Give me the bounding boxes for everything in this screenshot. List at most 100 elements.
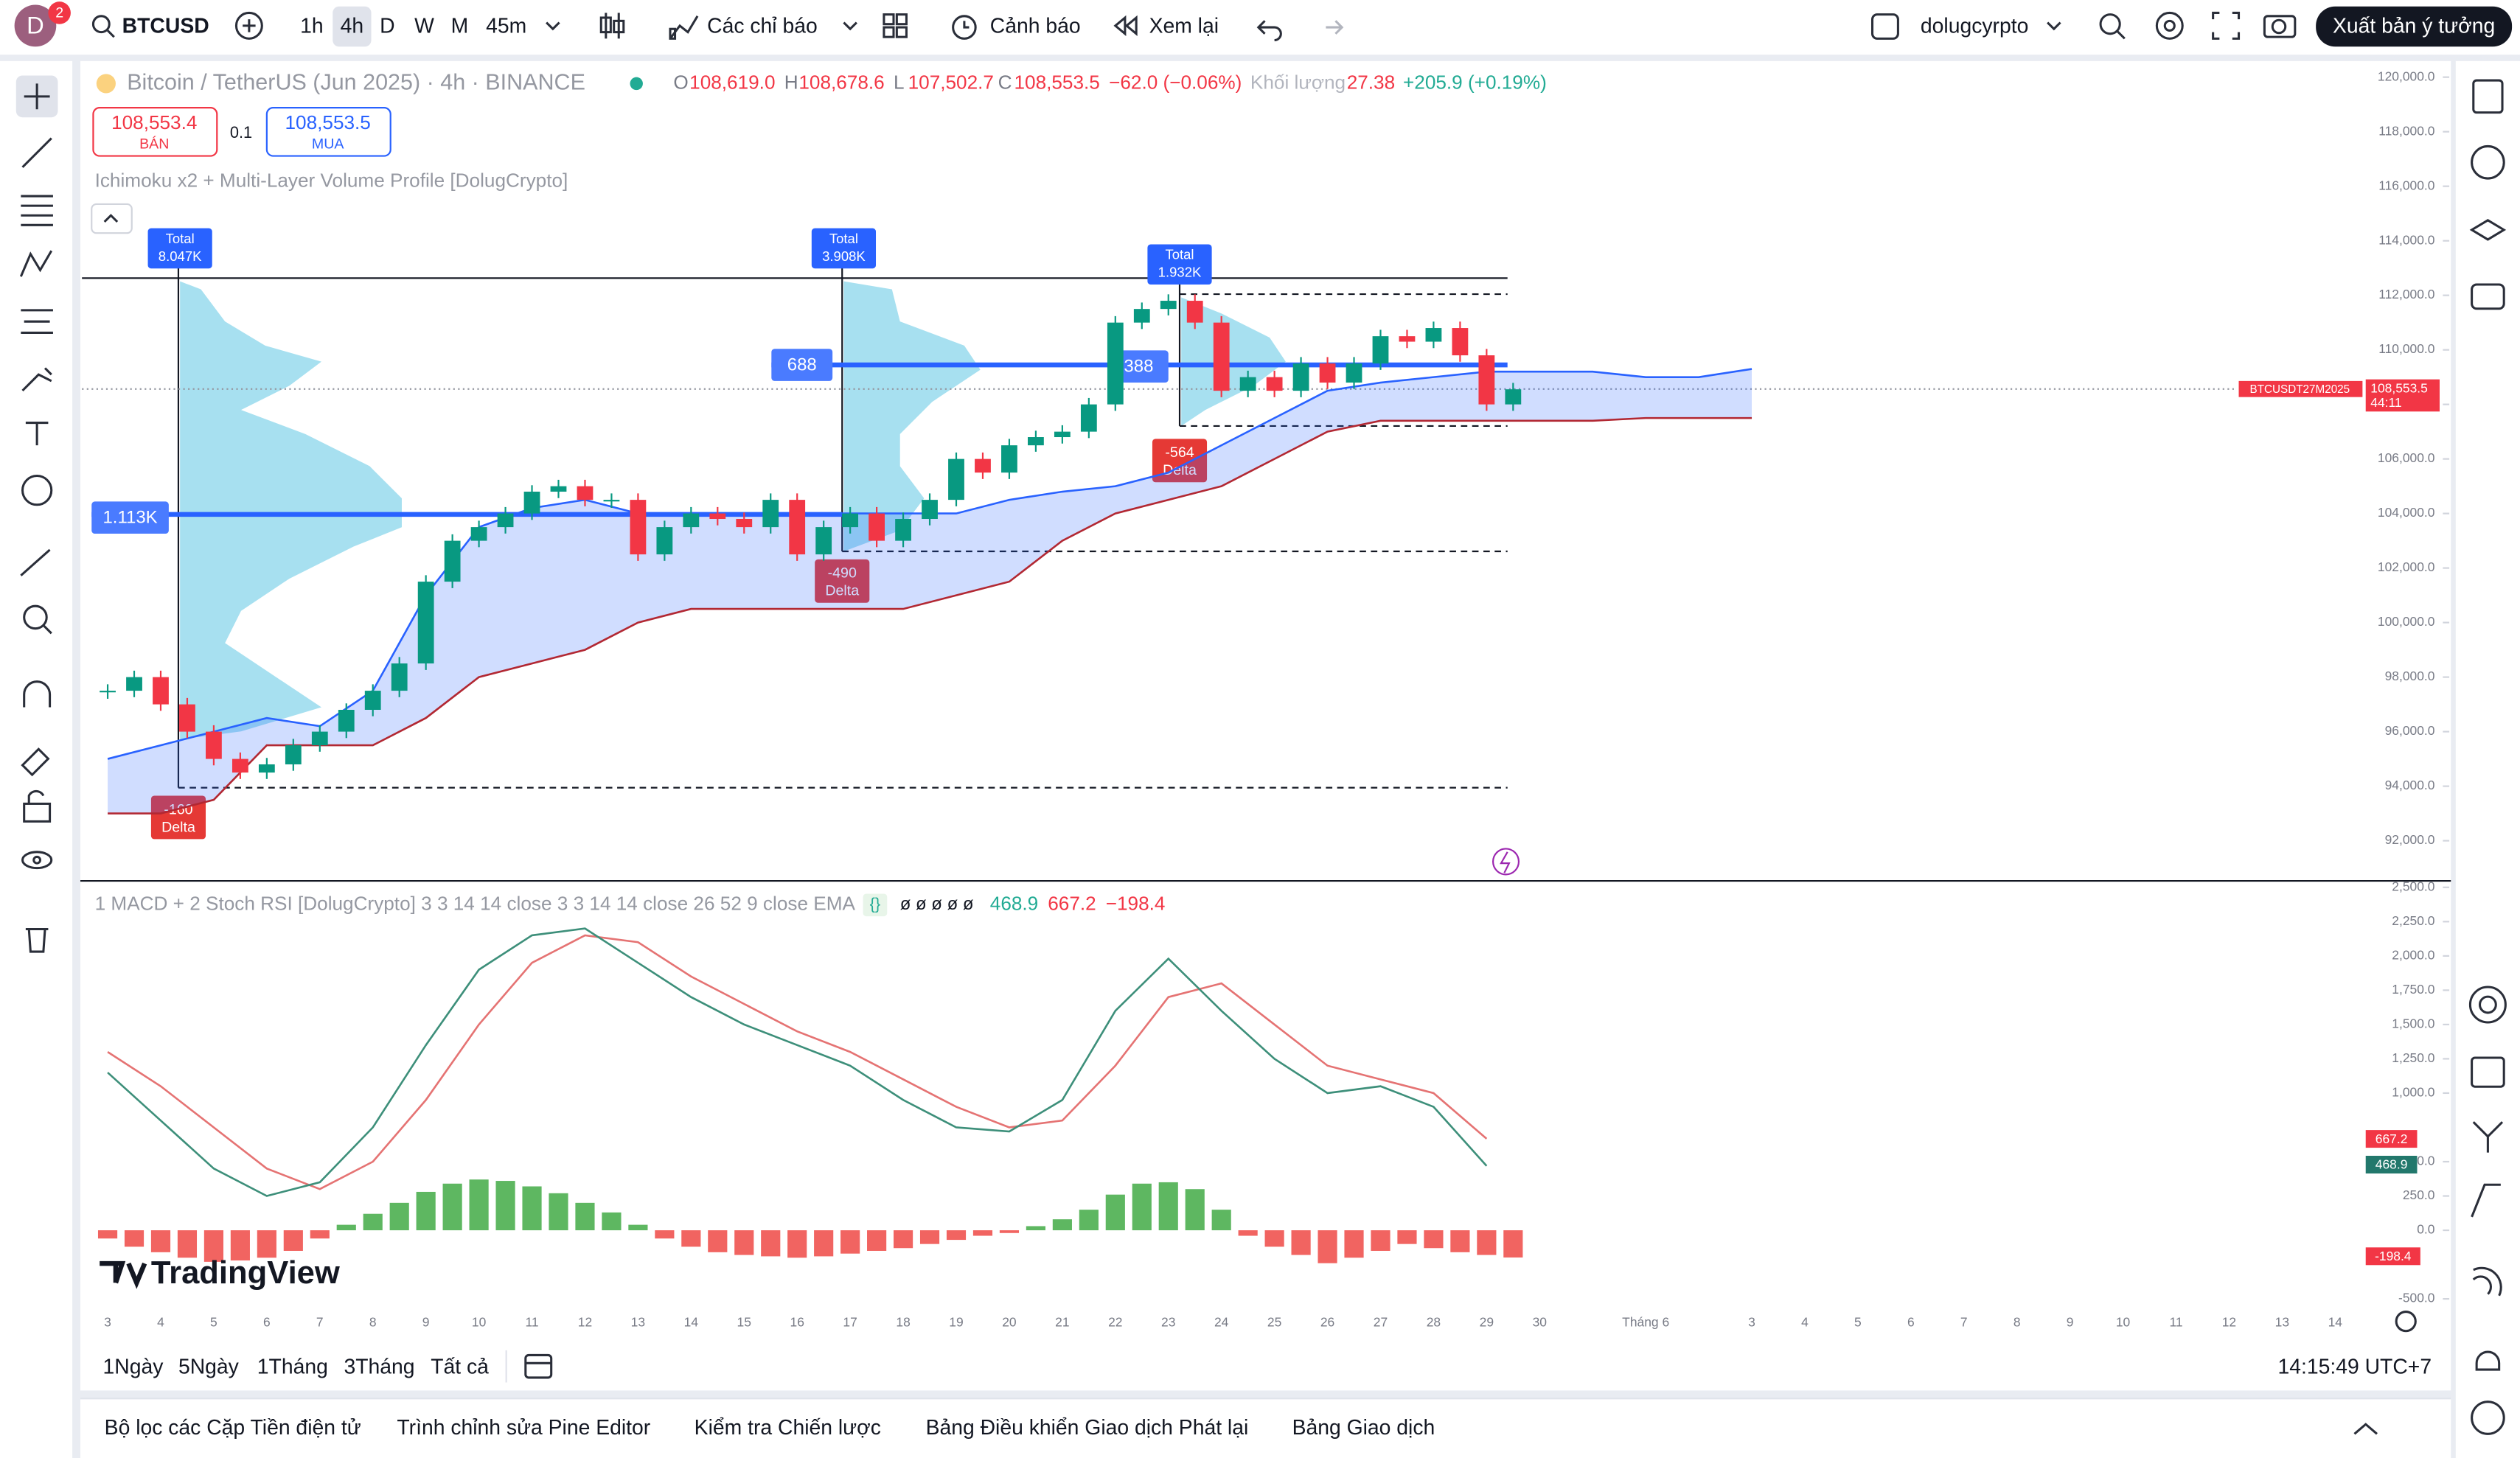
indicators[interactable]: Các chỉ báo	[707, 15, 818, 38]
interval[interactable]: W	[414, 15, 434, 38]
range-button[interactable]: 3Tháng	[344, 1355, 414, 1378]
candle	[1452, 328, 1469, 356]
symbol[interactable]: BTCUSD	[122, 15, 209, 38]
histogram-bar	[522, 1186, 542, 1231]
candle	[232, 758, 248, 773]
alerts[interactable]: Cảnh báo	[990, 15, 1081, 38]
bottom-tab[interactable]: Kiểm tra Chiến lược	[695, 1416, 881, 1440]
order-qty[interactable]: 0.1	[230, 123, 252, 142]
tool-icons[interactable]	[15, 75, 58, 953]
indicators-menu[interactable]	[843, 21, 857, 31]
indicators-icon[interactable]	[669, 15, 699, 40]
axis-settings[interactable]	[2395, 1311, 2417, 1333]
bottom-tab[interactable]: Bộ lọc các Cặp Tiền điện tử	[105, 1416, 361, 1440]
macd-title[interactable]: 1 MACD + 2 Stoch RSI [DolugCrypto] 3 3 1…	[95, 893, 856, 915]
symbol-badge-text: BTCUSDT27M2025	[2250, 383, 2350, 396]
settings[interactable]	[2155, 11, 2184, 40]
candle	[417, 582, 434, 664]
range-button[interactable]: 1Tháng	[257, 1355, 328, 1378]
replay[interactable]: Xem lại	[1149, 15, 1219, 38]
bottom-panel	[80, 1398, 2451, 1458]
interval-menu[interactable]	[546, 21, 560, 31]
avatar-letter: D	[27, 12, 44, 39]
goto-date[interactable]	[524, 1353, 553, 1379]
cloud-edge	[108, 416, 1752, 815]
volume-profile	[180, 281, 1286, 740]
hist-badge	[2365, 1247, 2420, 1266]
bottom-tab[interactable]: Bảng Giao dịch	[1292, 1416, 1435, 1440]
chart-type[interactable]	[599, 13, 625, 39]
undo[interactable]	[1256, 20, 1282, 42]
symbol-badge	[2238, 380, 2363, 397]
clock[interactable]: 14:15:49 UTC+7	[2277, 1355, 2432, 1378]
x-tick-label: 6	[1907, 1314, 1915, 1329]
histogram-bar	[1344, 1230, 1364, 1258]
histogram-bar	[814, 1230, 834, 1257]
price-badge-text: 108,553.5	[2370, 380, 2428, 395]
bottom-tab[interactable]: Bảng Điều khiển Giao dịch Phát lại	[926, 1416, 1249, 1440]
x-tick-label: 13	[631, 1314, 645, 1329]
x-tick-label: 10	[472, 1314, 487, 1329]
candle	[470, 527, 487, 541]
replay-icon[interactable]	[1113, 15, 1138, 37]
histogram-bar	[1211, 1210, 1231, 1231]
interval[interactable]: M	[451, 15, 469, 38]
candle	[1001, 445, 1017, 473]
range-button[interactable]: 5Ngày	[178, 1355, 240, 1378]
interval[interactable]: D	[380, 15, 394, 38]
poc-tag	[1109, 350, 1169, 383]
redo[interactable]	[1326, 20, 1344, 35]
y-tick-label: 100,000.0	[2378, 614, 2435, 629]
fullscreen[interactable]	[2212, 11, 2241, 40]
layout-icon[interactable]	[883, 13, 908, 38]
histogram-bar	[336, 1224, 356, 1231]
event-icon[interactable]	[1492, 848, 1520, 876]
range-button[interactable]: 1Ngày	[103, 1355, 164, 1378]
candle	[1080, 404, 1097, 432]
bottom-tab[interactable]: Trình chỉnh sửa Pine Editor	[397, 1416, 650, 1440]
y-tick-label: 106,000.0	[2378, 450, 2435, 465]
interval[interactable]: 4h	[341, 15, 364, 38]
histogram-bar	[1477, 1230, 1497, 1255]
price-badge	[2365, 379, 2440, 412]
histogram-bar	[257, 1230, 276, 1258]
search-icon[interactable]	[91, 15, 115, 38]
range-button[interactable]: Tất cả	[431, 1355, 489, 1378]
buy-button[interactable]	[265, 107, 391, 157]
legend-title[interactable]: Bitcoin / TetherUS (Jun 2025) · 4h · BIN…	[127, 69, 585, 94]
account[interactable]: dolugcyrpto	[1921, 15, 2028, 38]
sell-button[interactable]	[92, 107, 218, 157]
histogram-bar	[389, 1202, 409, 1231]
buy-price: 108,553.5	[285, 111, 371, 133]
layout-checkbox[interactable]	[1870, 13, 1899, 40]
expand-panel[interactable]	[2353, 1423, 2378, 1435]
candle	[869, 513, 885, 541]
interval[interactable]: 45m	[486, 15, 526, 38]
x-tick-label: 11	[2169, 1314, 2182, 1329]
x-tick-label: 7	[316, 1314, 324, 1329]
ohlc-value: 107,502.7	[908, 71, 994, 93]
candle	[391, 663, 408, 691]
logo[interactable]: TradingView	[151, 1255, 340, 1291]
quick-search[interactable]	[2099, 13, 2126, 40]
histogram-bar	[1450, 1230, 1470, 1252]
publish-button[interactable]	[2316, 6, 2513, 47]
account-menu[interactable]	[2047, 21, 2061, 31]
chart-panel	[80, 60, 2451, 1391]
sidebar-icons[interactable]	[2468, 79, 2507, 1435]
collapse-button[interactable]	[91, 203, 133, 234]
y-tick-label: 112,000.0	[2378, 287, 2435, 301]
total-value: 8.047K	[159, 248, 202, 264]
interval[interactable]: 1h	[300, 15, 324, 38]
candle	[258, 764, 275, 773]
candle	[1346, 363, 1362, 383]
poc-tag	[771, 349, 833, 381]
snapshot[interactable]	[2263, 15, 2297, 38]
indicator-name[interactable]: Ichimoku x2 + Multi-Layer Volume Profile…	[95, 169, 568, 191]
candle	[126, 677, 142, 691]
add-symbol[interactable]	[234, 11, 263, 40]
braces-box[interactable]	[863, 893, 888, 917]
x-tick-label: 7	[1960, 1314, 1968, 1329]
avatar[interactable]	[14, 4, 57, 47]
alert-icon[interactable]	[952, 15, 977, 40]
